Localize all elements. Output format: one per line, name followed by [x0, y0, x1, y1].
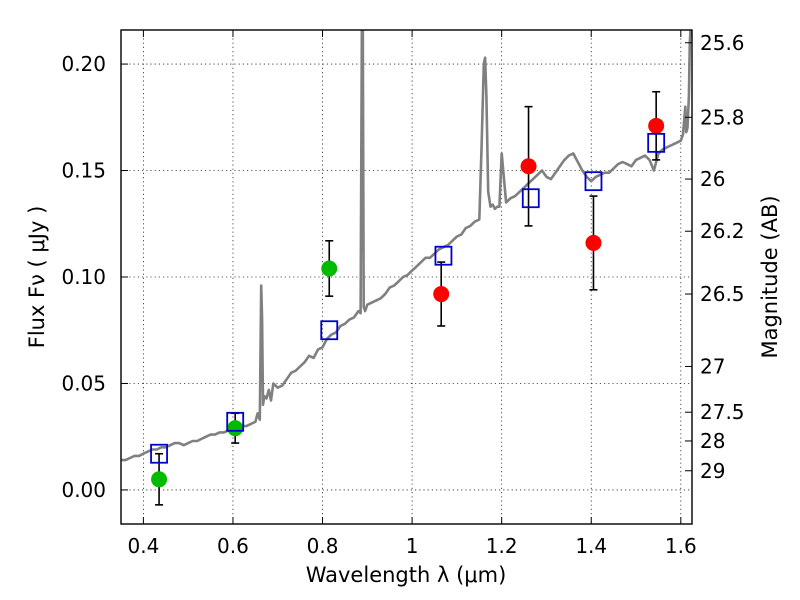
model-photometry-square [434, 245, 453, 266]
data-points-layer [150, 117, 666, 488]
data-point [227, 420, 244, 437]
x-tick-label: 0.4 [127, 534, 159, 558]
right-y-axis-label: Magnitude (AB) [758, 195, 782, 358]
x-tick-label: 1.6 [665, 534, 697, 558]
model-photometry-square [150, 443, 168, 464]
right-tick-label: 25.8 [700, 105, 745, 129]
x-axis-label: Wavelength λ (μm) [306, 563, 507, 587]
right-tick-label: 26.5 [700, 282, 745, 306]
x-tick-label: 1.4 [575, 534, 607, 558]
model-photometry-square [320, 320, 339, 341]
x-tick-label: 0.8 [307, 534, 339, 558]
data-point [585, 234, 602, 251]
data-point [321, 260, 338, 277]
data-point [520, 158, 537, 175]
data-point [433, 286, 450, 303]
y-tick-label: 0.10 [61, 265, 106, 289]
x-tick-label: 1.2 [486, 534, 518, 558]
grid-lines [121, 30, 692, 524]
error-bars-layer [155, 90, 661, 506]
y-tick-label: 0.20 [61, 52, 106, 76]
y-tick-label: 0.05 [61, 371, 106, 395]
right-tick-label: 27 [700, 354, 725, 378]
right-tick-label: 29 [700, 459, 725, 483]
model-photometry-square [584, 171, 603, 192]
model-spectrum-layer [121, 30, 692, 462]
right-tick-label: 26.2 [700, 219, 745, 243]
model-photometry-square [226, 411, 245, 432]
axis-ticks: 0.4 0.6 0.8 1 1.2 1.4 1.6 0.00 0.05 0.10 0.15 0.20 2… [61, 30, 745, 558]
data-point [151, 471, 168, 488]
x-tick-label: 0.6 [217, 534, 249, 558]
data-point [648, 117, 665, 134]
model-photometry-square [647, 132, 666, 153]
y-tick-label: 0.15 [61, 159, 106, 183]
y-tick-label: 0.00 [61, 478, 106, 502]
y-axis-label: Flux Fν ( μJy ) [25, 206, 49, 349]
right-tick-label: 28 [700, 429, 725, 453]
right-tick-label: 26 [700, 167, 725, 191]
model-spectrum-line [121, 30, 692, 462]
x-tick-label: 1 [406, 534, 419, 558]
right-tick-label: 27.5 [700, 400, 745, 424]
plot-frame [120, 29, 693, 525]
right-tick-label: 25.6 [700, 31, 745, 55]
model-photometry-square [521, 188, 540, 209]
